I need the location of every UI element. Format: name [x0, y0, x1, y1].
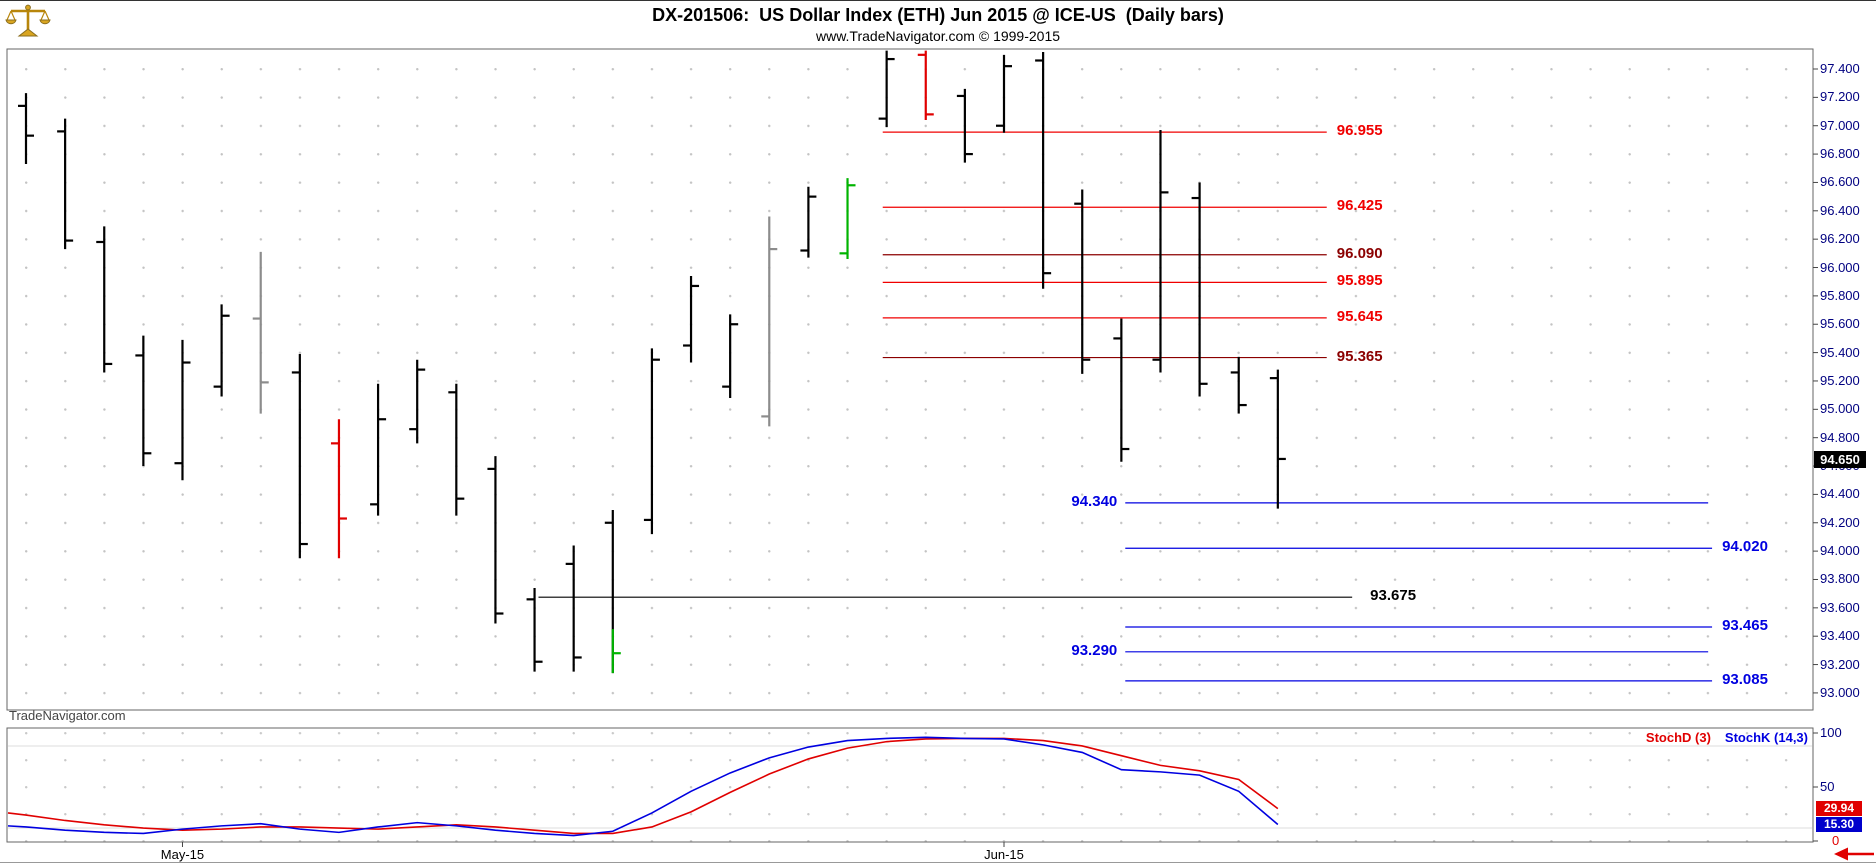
ohlc-bar[interactable] [18, 93, 34, 165]
stochastic-panel[interactable] [7, 728, 1813, 842]
stochk-line [7, 736, 1279, 837]
ohlc-bar[interactable] [252, 251, 269, 414]
ohlc-bar[interactable] [213, 304, 230, 397]
ohlc-bar[interactable] [917, 50, 934, 121]
ohlc-bar[interactable] [370, 383, 387, 516]
ohlc-bar[interactable] [956, 88, 973, 163]
ohlc-bar[interactable] [565, 545, 582, 672]
ohlc-bar[interactable] [683, 276, 700, 363]
ohlc-bar[interactable] [643, 348, 660, 535]
ohlc-bar[interactable] [57, 118, 74, 250]
ohlc-bar[interactable] [1191, 182, 1208, 397]
ohlc-bar[interactable] [996, 54, 1012, 133]
stochd-legend-label: StochD (3) [1645, 730, 1711, 745]
ohlc-bar[interactable] [878, 50, 895, 128]
ohlc-bar[interactable] [1230, 356, 1247, 414]
ohlc-bar[interactable] [409, 359, 426, 444]
ohlc-bar[interactable] [1269, 369, 1286, 509]
ohlc-bar[interactable] [761, 216, 778, 427]
price-chart-panel[interactable] [7, 49, 1813, 710]
stochk-legend-label: StochK (14,3) [1724, 730, 1808, 745]
chart-subtitle: www.TradeNavigator.com © 1999-2015 [815, 28, 1061, 44]
ohlc-bar[interactable] [604, 509, 621, 674]
stochk-value-badge: 15.30 [1816, 817, 1862, 832]
ohlc-bar[interactable] [526, 587, 543, 672]
ohlc-bar[interactable] [800, 186, 817, 258]
ohlc-bar[interactable] [722, 314, 739, 398]
left-arrow-icon [1834, 847, 1874, 861]
ohlc-bar[interactable] [487, 456, 504, 624]
ohlc-bar[interactable] [1152, 129, 1169, 373]
ohlc-bar[interactable] [1035, 51, 1052, 289]
scales-icon [5, 4, 51, 37]
ohlc-bar[interactable] [135, 335, 152, 467]
ohlc-bar[interactable] [174, 339, 191, 481]
scroll-left-arrow[interactable] [1832, 846, 1876, 862]
stochd-line [7, 737, 1279, 835]
stochd-value-badge: 29.94 [1816, 801, 1862, 816]
ohlc-bar[interactable] [96, 226, 113, 373]
ohlc-bar[interactable] [448, 383, 465, 516]
watermark: TradeNavigator.com [9, 708, 126, 723]
chart-title: DX-201506: US Dollar Index (ETH) Jun 201… [652, 5, 1224, 25]
ohlc-bar[interactable] [291, 354, 308, 559]
last-price-badge: 94.650 [1814, 451, 1866, 468]
stochastic-legend: StochD (3) StochK (14,3) [0, 730, 1808, 745]
ohlc-bar[interactable] [1074, 189, 1091, 374]
tradenavigator-logo [5, 3, 51, 41]
ohlc-bar[interactable] [330, 419, 347, 559]
ohlc-bar[interactable] [839, 178, 856, 260]
ohlc-bar[interactable] [1113, 318, 1130, 462]
